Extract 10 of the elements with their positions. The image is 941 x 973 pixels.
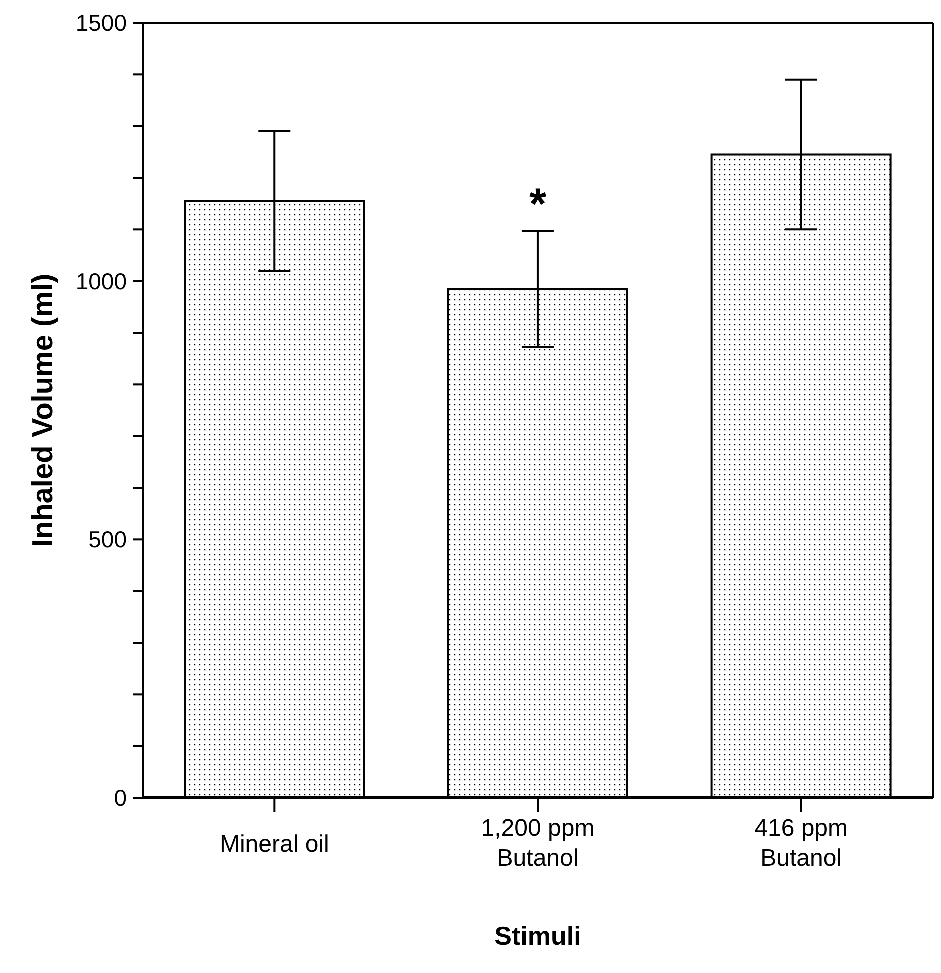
y-tick-label: 500 <box>88 526 127 553</box>
x-tick-label: 1,200 ppm Butanol <box>481 815 595 872</box>
y-tick-label: 1500 <box>76 10 127 36</box>
y-axis-title: Inhaled Volume (ml) <box>27 274 60 548</box>
x-tick-label: Mineral oil <box>220 831 330 858</box>
x-tick-label: 416 ppm Butanol <box>754 815 848 872</box>
y-tick-label: 0 <box>114 785 127 811</box>
x-axis-title: Stimuli <box>494 921 582 951</box>
y-tick-label: 1000 <box>76 268 127 294</box>
annotation: * <box>529 180 548 230</box>
